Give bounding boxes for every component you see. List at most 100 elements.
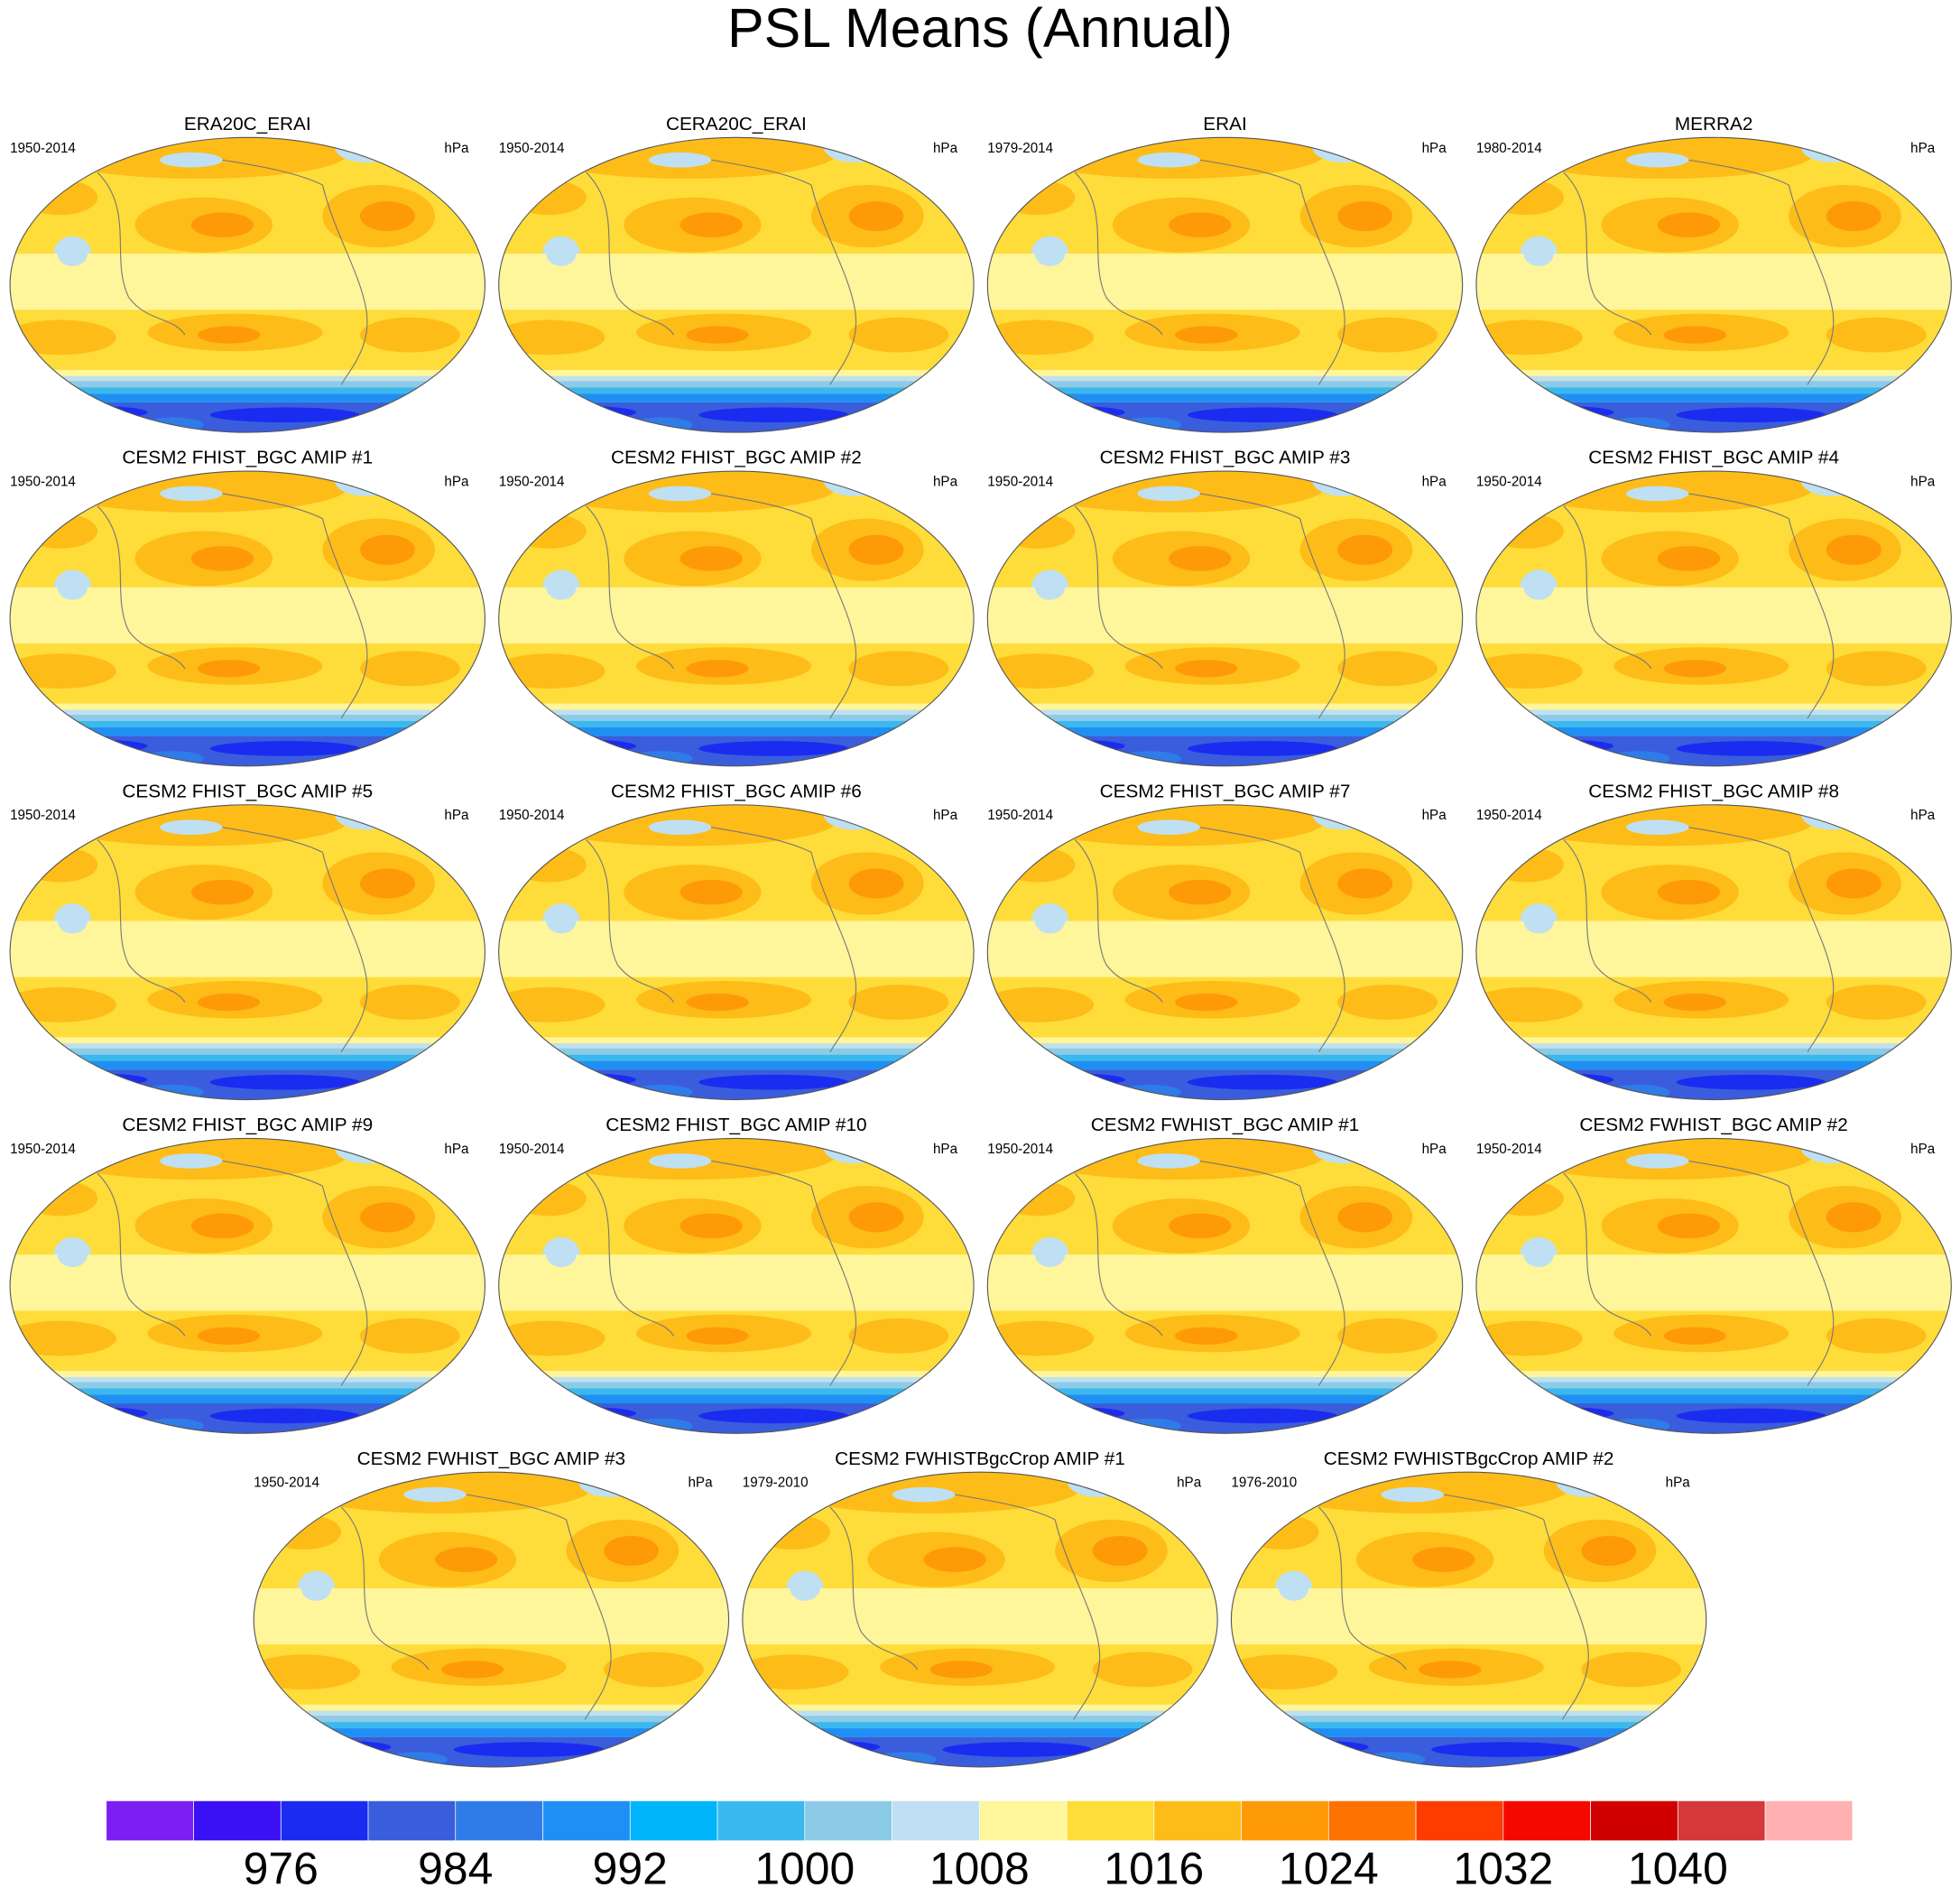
panel-units: hPa: [1422, 475, 1447, 490]
colorbar-box: [1241, 1800, 1329, 1842]
map-outline: [1230, 1471, 1707, 1768]
figure-title: PSL Means (Annual): [727, 0, 1233, 59]
map-outline: [986, 1137, 1464, 1434]
map-outline: [742, 1471, 1218, 1768]
colorbar-box: [1415, 1800, 1504, 1842]
panel-units: hPa: [444, 1142, 469, 1157]
map-outline: [986, 804, 1464, 1101]
colorbar-box: [1764, 1800, 1854, 1842]
panel-title: CESM2 FHIST_BGC AMIP #5: [122, 781, 373, 801]
panel-title: CESM2 FHIST_BGC AMIP #4: [1588, 448, 1839, 468]
colorbar-label: 1008: [929, 1843, 1030, 1893]
map-outline: [9, 470, 486, 767]
panel-units: hPa: [688, 1476, 713, 1491]
colorbar-box: [978, 1800, 1068, 1842]
panel-units: hPa: [933, 808, 958, 823]
panel-period: 1950-2014: [10, 808, 76, 823]
colorbar-label: 1024: [1279, 1843, 1379, 1893]
map-outline: [986, 136, 1464, 433]
panel-period: 1950-2014: [1476, 1142, 1542, 1157]
colorbar-box: [1502, 1800, 1591, 1842]
map-outline: [498, 804, 975, 1101]
panel-title: CESM2 FHIST_BGC AMIP #2: [611, 448, 862, 468]
colorbar-box: [892, 1800, 980, 1842]
panel-title: CESM2 FWHISTBgcCrop AMIP #2: [1324, 1448, 1614, 1469]
map-outline: [498, 1137, 975, 1434]
map-outline: [498, 136, 975, 433]
panel-title: MERRA2: [1675, 114, 1753, 134]
panel-units: hPa: [1422, 1142, 1447, 1157]
panel-title: CESM2 FHIST_BGC AMIP #10: [606, 1115, 866, 1135]
panel-title: ERA20C_ERAI: [184, 114, 311, 134]
panel-units: hPa: [933, 475, 958, 490]
panel-period: 1950-2014: [499, 808, 565, 823]
colorbar-label: 1000: [754, 1843, 855, 1893]
panel-period: 1950-2014: [987, 808, 1053, 823]
colorbar-box: [1153, 1800, 1242, 1842]
colorbar-box: [542, 1800, 631, 1842]
colorbar-label: 992: [593, 1843, 668, 1893]
colorbar-box: [455, 1800, 543, 1842]
panel-title: CESM2 FHIST_BGC AMIP #1: [122, 448, 373, 468]
panel-period: 1950-2014: [499, 1142, 565, 1157]
panel-units: hPa: [933, 1142, 958, 1157]
colorbar-box: [629, 1800, 718, 1842]
panel-units: hPa: [1910, 1142, 1936, 1157]
map-outline: [1475, 804, 1952, 1101]
panel-units: hPa: [933, 141, 958, 156]
panel-title: CESM2 FWHIST_BGC AMIP #3: [357, 1448, 625, 1469]
colorbar-box: [106, 1800, 194, 1842]
colorbar-label: 1032: [1453, 1843, 1553, 1893]
panel-period: 1979-2010: [743, 1476, 809, 1491]
map-outline: [986, 470, 1464, 767]
colorbar-label: 984: [418, 1843, 493, 1893]
colorbar-box: [1066, 1800, 1155, 1842]
panel-title: CESM2 FHIST_BGC AMIP #9: [122, 1115, 373, 1135]
panel-period: 1950-2014: [499, 141, 565, 156]
panel-period: 1950-2014: [499, 475, 565, 490]
panel-title: CERA20C_ERAI: [666, 114, 807, 134]
colorbar-label: 976: [244, 1843, 319, 1893]
map-outline: [9, 136, 486, 433]
panel-title: CESM2 FHIST_BGC AMIP #8: [1588, 781, 1839, 801]
map-outline: [1475, 1137, 1952, 1434]
panel-title: ERAI: [1203, 114, 1246, 134]
panel-title: CESM2 FHIST_BGC AMIP #7: [1100, 781, 1351, 801]
colorbar-label: 1016: [1104, 1843, 1204, 1893]
panel-period: 1950-2014: [10, 141, 76, 156]
panel-period: 1950-2014: [987, 475, 1053, 490]
map-outline: [498, 470, 975, 767]
map-outline: [9, 804, 486, 1101]
panel-units: hPa: [444, 475, 469, 490]
panel-units: hPa: [444, 808, 469, 823]
panel-period: 1950-2014: [254, 1476, 319, 1491]
panel-title: CESM2 FWHISTBgcCrop AMIP #1: [835, 1448, 1125, 1469]
colorbar-box: [717, 1800, 806, 1842]
panel-period: 1950-2014: [10, 1142, 76, 1157]
colorbar-box: [280, 1800, 369, 1842]
colorbar-label: 1040: [1628, 1843, 1728, 1893]
map-outline: [9, 1137, 486, 1434]
panel-period: 1950-2014: [987, 1142, 1053, 1157]
panel-period: 1950-2014: [10, 475, 76, 490]
panel-units: hPa: [1422, 141, 1447, 156]
panel-period: 1976-2010: [1231, 1476, 1297, 1491]
panel-units: hPa: [444, 141, 469, 156]
panel-period: 1980-2014: [1476, 141, 1542, 156]
map-outline: [253, 1471, 730, 1768]
panel-units: hPa: [1910, 141, 1936, 156]
colorbar-box: [1678, 1800, 1766, 1842]
panel-title: CESM2 FHIST_BGC AMIP #6: [611, 781, 862, 801]
colorbar-box: [193, 1800, 282, 1842]
colorbar-box: [804, 1800, 892, 1842]
panel-units: hPa: [1666, 1476, 1691, 1491]
map-outline: [1475, 136, 1952, 433]
panel-period: 1979-2014: [987, 141, 1053, 156]
panel-units: hPa: [1422, 808, 1447, 823]
colorbar-box: [1590, 1800, 1678, 1842]
panel-period: 1950-2014: [1476, 808, 1542, 823]
panel-units: hPa: [1910, 808, 1936, 823]
panel-period: 1950-2014: [1476, 475, 1542, 490]
